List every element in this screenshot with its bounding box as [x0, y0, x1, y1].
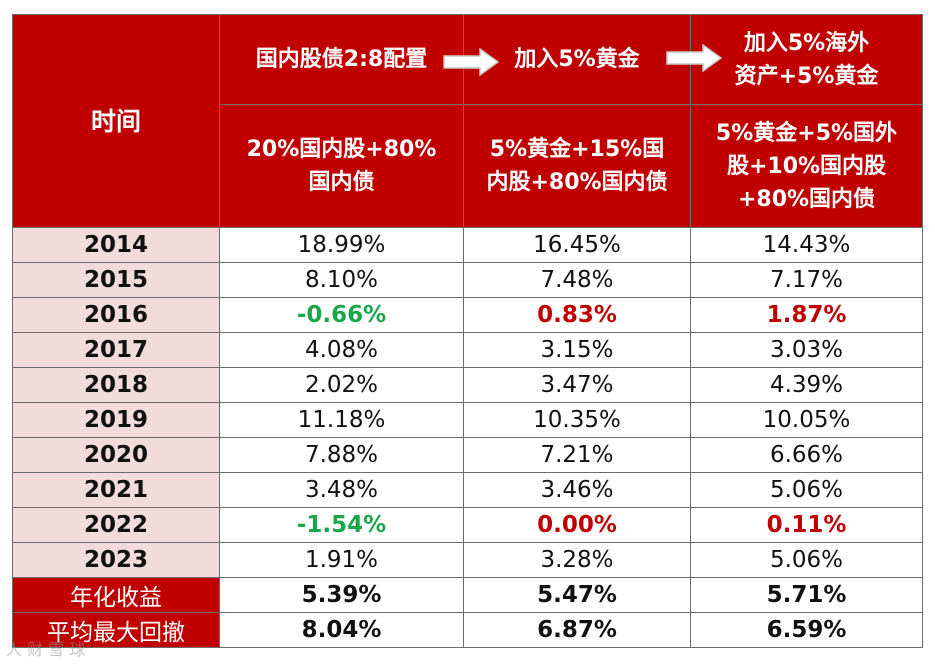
table-row: 2017 4.08% 3.15% 3.03%: [12, 332, 923, 368]
value-cell: 5.06%: [690, 542, 923, 578]
value-cell: 3.47%: [463, 367, 691, 403]
table-row: 2020 7.88% 7.21% 6.66%: [12, 437, 923, 473]
value-cell: 7.88%: [219, 437, 464, 473]
year-cell: 2017: [12, 332, 220, 368]
year-cell: 2014: [12, 227, 220, 263]
value-cell: 3.03%: [690, 332, 923, 368]
year-cell: 2016: [12, 297, 220, 333]
year-cell: 2015: [12, 262, 220, 298]
value-cell: 8.10%: [219, 262, 464, 298]
drawdown-v3: 6.59%: [690, 612, 923, 648]
table-row: 2022 -1.54% 0.00% 0.11%: [12, 507, 923, 543]
header-stage2: 加入5%黄金: [463, 14, 691, 105]
value-cell: 7.48%: [463, 262, 691, 298]
drawdown-v2: 6.87%: [463, 612, 691, 648]
year-cell: 2019: [12, 402, 220, 438]
header-col1-line2: 国内债: [308, 170, 375, 195]
header-time: 时间: [12, 14, 220, 228]
value-cell-highlight: 0.11%: [690, 507, 923, 543]
returns-table: 时间 国内股债2:8配置 加入5%黄金 加入5%海外 资产+5%黄金 20%国内…: [12, 14, 923, 648]
table-row: 2016 -0.66% 0.83% 1.87%: [12, 297, 923, 333]
header-stage3-line2: 资产+5%黄金: [734, 63, 879, 89]
arrow-right-icon: [443, 48, 500, 76]
arrow-right-icon: [666, 44, 723, 72]
value-cell: 3.48%: [219, 472, 464, 508]
header-col1: 20%国内股+80% 国内债: [219, 104, 464, 228]
year-cell: 2018: [12, 367, 220, 403]
watermark: 人 财 雪 球: [6, 640, 86, 659]
annual-return-label: 年化收益: [12, 577, 220, 613]
value-cell: 3.15%: [463, 332, 691, 368]
table-row: 2023 1.91% 3.28% 5.06%: [12, 542, 923, 578]
year-cell: 2021: [12, 472, 220, 508]
header-col2-line1: 5%黄金+15%国: [489, 137, 665, 162]
table-row: 2018 2.02% 3.47% 4.39%: [12, 367, 923, 403]
value-cell: 10.35%: [463, 402, 691, 438]
value-cell: 5.06%: [690, 472, 923, 508]
header-col3-line1: 5%黄金+5%国外: [715, 120, 898, 146]
value-cell-highlight: 0.00%: [463, 507, 691, 543]
header-col1-line1: 20%国内股+80%: [246, 137, 437, 162]
annual-return-v1: 5.39%: [219, 577, 464, 613]
table-row: 2019 11.18% 10.35% 10.05%: [12, 402, 923, 438]
annual-return-v3: 5.71%: [690, 577, 923, 613]
value-cell: 4.08%: [219, 332, 464, 368]
value-cell: 2.02%: [219, 367, 464, 403]
year-cell: 2023: [12, 542, 220, 578]
drawdown-label: 平均最大回撤: [12, 612, 220, 648]
value-cell: 18.99%: [219, 227, 464, 263]
value-cell-negative: -0.66%: [219, 297, 464, 333]
annual-return-row: 年化收益 5.39% 5.47% 5.71%: [12, 577, 923, 613]
value-cell: 4.39%: [690, 367, 923, 403]
value-cell-highlight: 1.87%: [690, 297, 923, 333]
table-row: 2015 8.10% 7.48% 7.17%: [12, 262, 923, 298]
year-cell: 2022: [12, 507, 220, 543]
value-cell-highlight: 0.83%: [463, 297, 691, 333]
value-cell: 7.21%: [463, 437, 691, 473]
header-col3-line3: +80%国内债: [737, 186, 876, 212]
value-cell: 14.43%: [690, 227, 923, 263]
header-stage3: 加入5%海外 资产+5%黄金: [690, 14, 923, 105]
header-col2-line2: 内股+80%国内债: [486, 170, 668, 195]
table-row: 2014 18.99% 16.45% 14.43%: [12, 227, 923, 263]
drawdown-v1: 8.04%: [219, 612, 464, 648]
header-col3: 5%黄金+5%国外 股+10%国内股 +80%国内债: [690, 104, 923, 228]
value-cell-negative: -1.54%: [219, 507, 464, 543]
table-row: 2021 3.48% 3.46% 5.06%: [12, 472, 923, 508]
header-col3-line2: 股+10%国内股: [726, 153, 887, 179]
value-cell: 1.91%: [219, 542, 464, 578]
value-cell: 3.46%: [463, 472, 691, 508]
header-stage3-line1: 加入5%海外: [743, 30, 870, 56]
year-cell: 2020: [12, 437, 220, 473]
value-cell: 3.28%: [463, 542, 691, 578]
value-cell: 16.45%: [463, 227, 691, 263]
header-stage1: 国内股债2:8配置: [219, 14, 464, 105]
value-cell: 7.17%: [690, 262, 923, 298]
value-cell: 10.05%: [690, 402, 923, 438]
header-col2: 5%黄金+15%国 内股+80%国内债: [463, 104, 691, 228]
drawdown-row: 平均最大回撤 8.04% 6.87% 6.59%: [12, 612, 923, 648]
annual-return-v2: 5.47%: [463, 577, 691, 613]
value-cell: 11.18%: [219, 402, 464, 438]
value-cell: 6.66%: [690, 437, 923, 473]
